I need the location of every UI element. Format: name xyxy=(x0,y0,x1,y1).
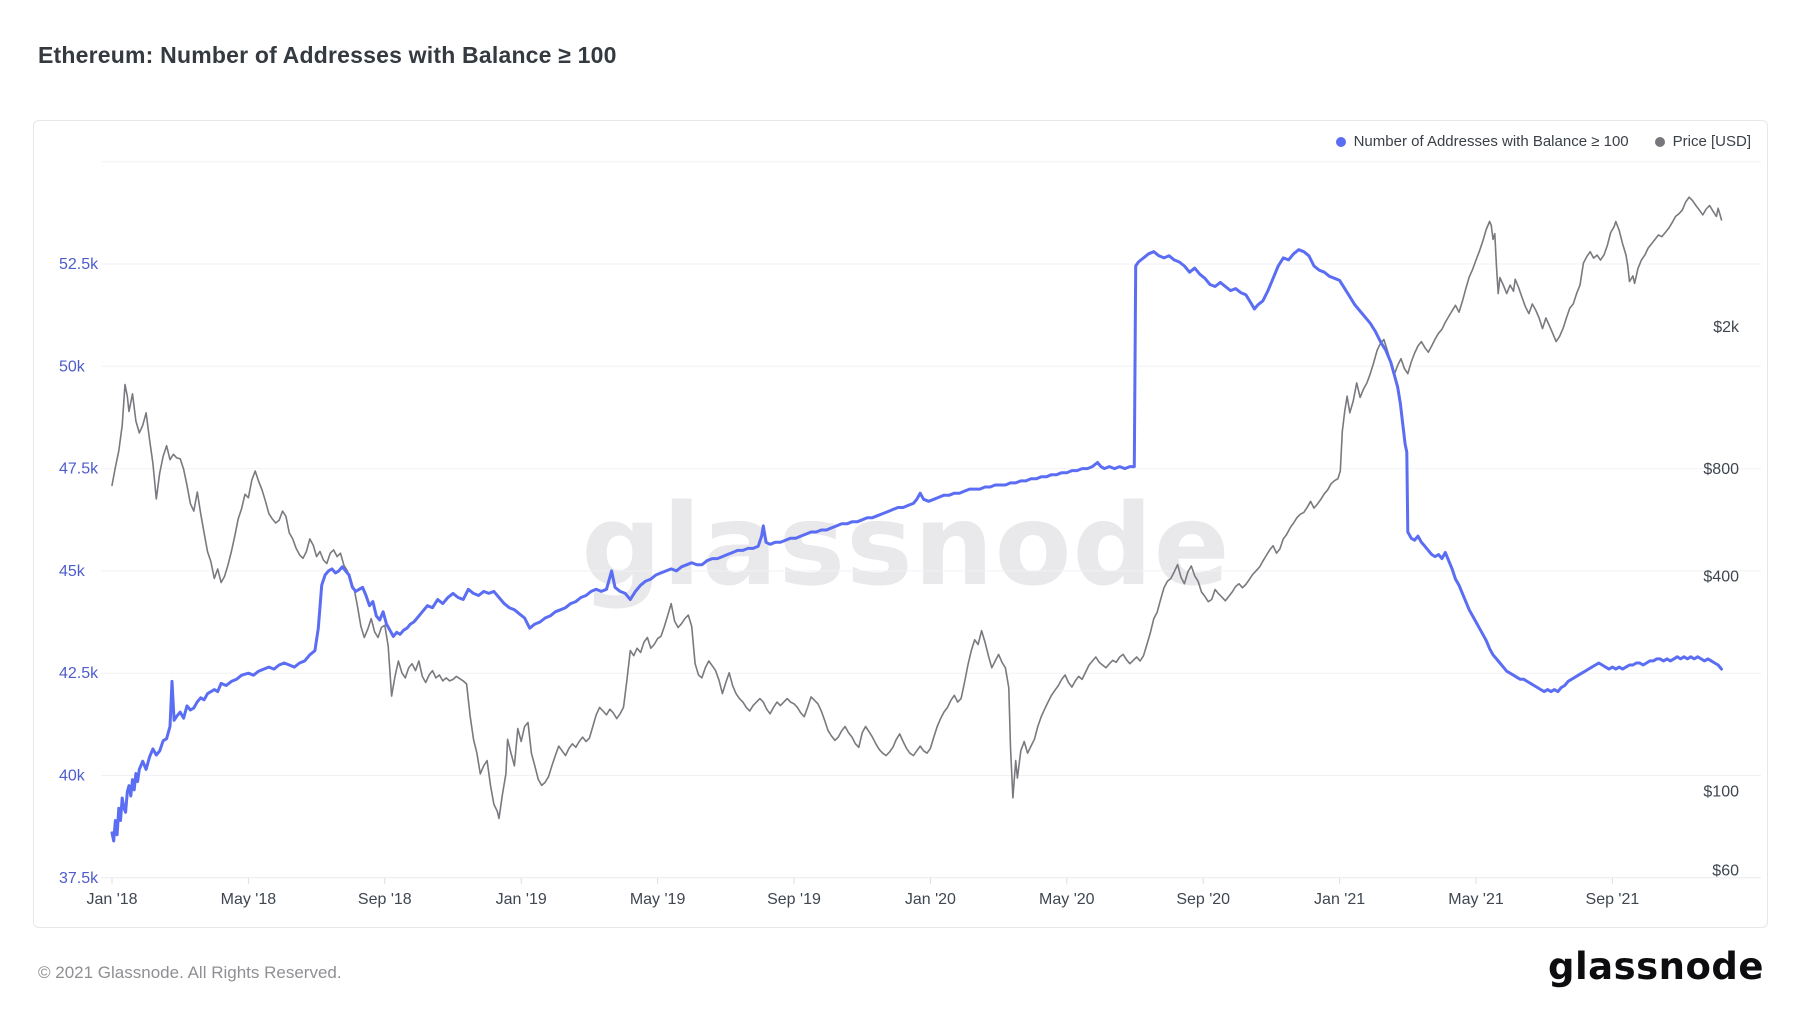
x-axis-label: Jan '20 xyxy=(905,891,956,908)
chart-card: Number of Addresses with Balance ≥ 100 P… xyxy=(33,120,1768,928)
x-axis-label: Jan '18 xyxy=(86,891,137,908)
left-axis-label: 42.5k xyxy=(59,665,99,682)
chart-svg[interactable]: Jan '18 May '18 Sep '18 Jan '19 May '19 Sep '… xyxy=(34,121,1767,927)
left-axis-label: 47.5k xyxy=(59,461,99,478)
addresses-line[interactable] xyxy=(110,248,1723,843)
right-axis-label: $800 xyxy=(1703,461,1739,478)
left-axis-label: 45k xyxy=(59,563,86,580)
x-axis-label: Sep '20 xyxy=(1176,891,1230,908)
glassnode-watermark: glassnode xyxy=(581,481,1231,611)
legend-item-addresses[interactable]: Number of Addresses with Balance ≥ 100 xyxy=(1335,133,1629,150)
x-axis-label: Sep '19 xyxy=(767,891,821,908)
x-axis-label: May '19 xyxy=(630,891,686,908)
legend-label: Price [USD] xyxy=(1672,133,1751,150)
left-axis-label: 37.5k xyxy=(59,870,99,887)
glassnode-logo: glassnode xyxy=(1547,945,1764,988)
x-axis-label: Sep '21 xyxy=(1586,891,1640,908)
left-axis-label: 52.5k xyxy=(59,256,99,273)
right-axis-label: $60 xyxy=(1712,863,1739,880)
price-line[interactable] xyxy=(111,196,1723,820)
legend-item-price[interactable]: Price [USD] xyxy=(1654,133,1751,150)
x-axis-label: May '18 xyxy=(221,891,277,908)
copyright-text: © 2021 Glassnode. All Rights Reserved. xyxy=(38,963,342,982)
right-axis-label: $2k xyxy=(1713,319,1740,336)
x-axis-label: May '20 xyxy=(1039,891,1095,908)
left-axis-label: 40k xyxy=(59,768,86,785)
page-title: Ethereum: Number of Addresses with Balan… xyxy=(38,42,617,68)
left-axis-label: 50k xyxy=(59,358,86,375)
addresses-legend-dot-icon xyxy=(1335,136,1346,147)
legend-label: Number of Addresses with Balance ≥ 100 xyxy=(1353,133,1629,150)
chart-legend: Number of Addresses with Balance ≥ 100 P… xyxy=(1335,133,1751,150)
x-axis-label: Jan '19 xyxy=(496,891,547,908)
x-axis-label: Jan '21 xyxy=(1314,891,1365,908)
x-axis-label: May '21 xyxy=(1448,891,1504,908)
price-legend-dot-icon xyxy=(1654,136,1665,147)
right-axis-label: $100 xyxy=(1703,783,1739,800)
x-axis-label: Sep '18 xyxy=(358,891,412,908)
right-axis-label: $400 xyxy=(1703,569,1739,586)
